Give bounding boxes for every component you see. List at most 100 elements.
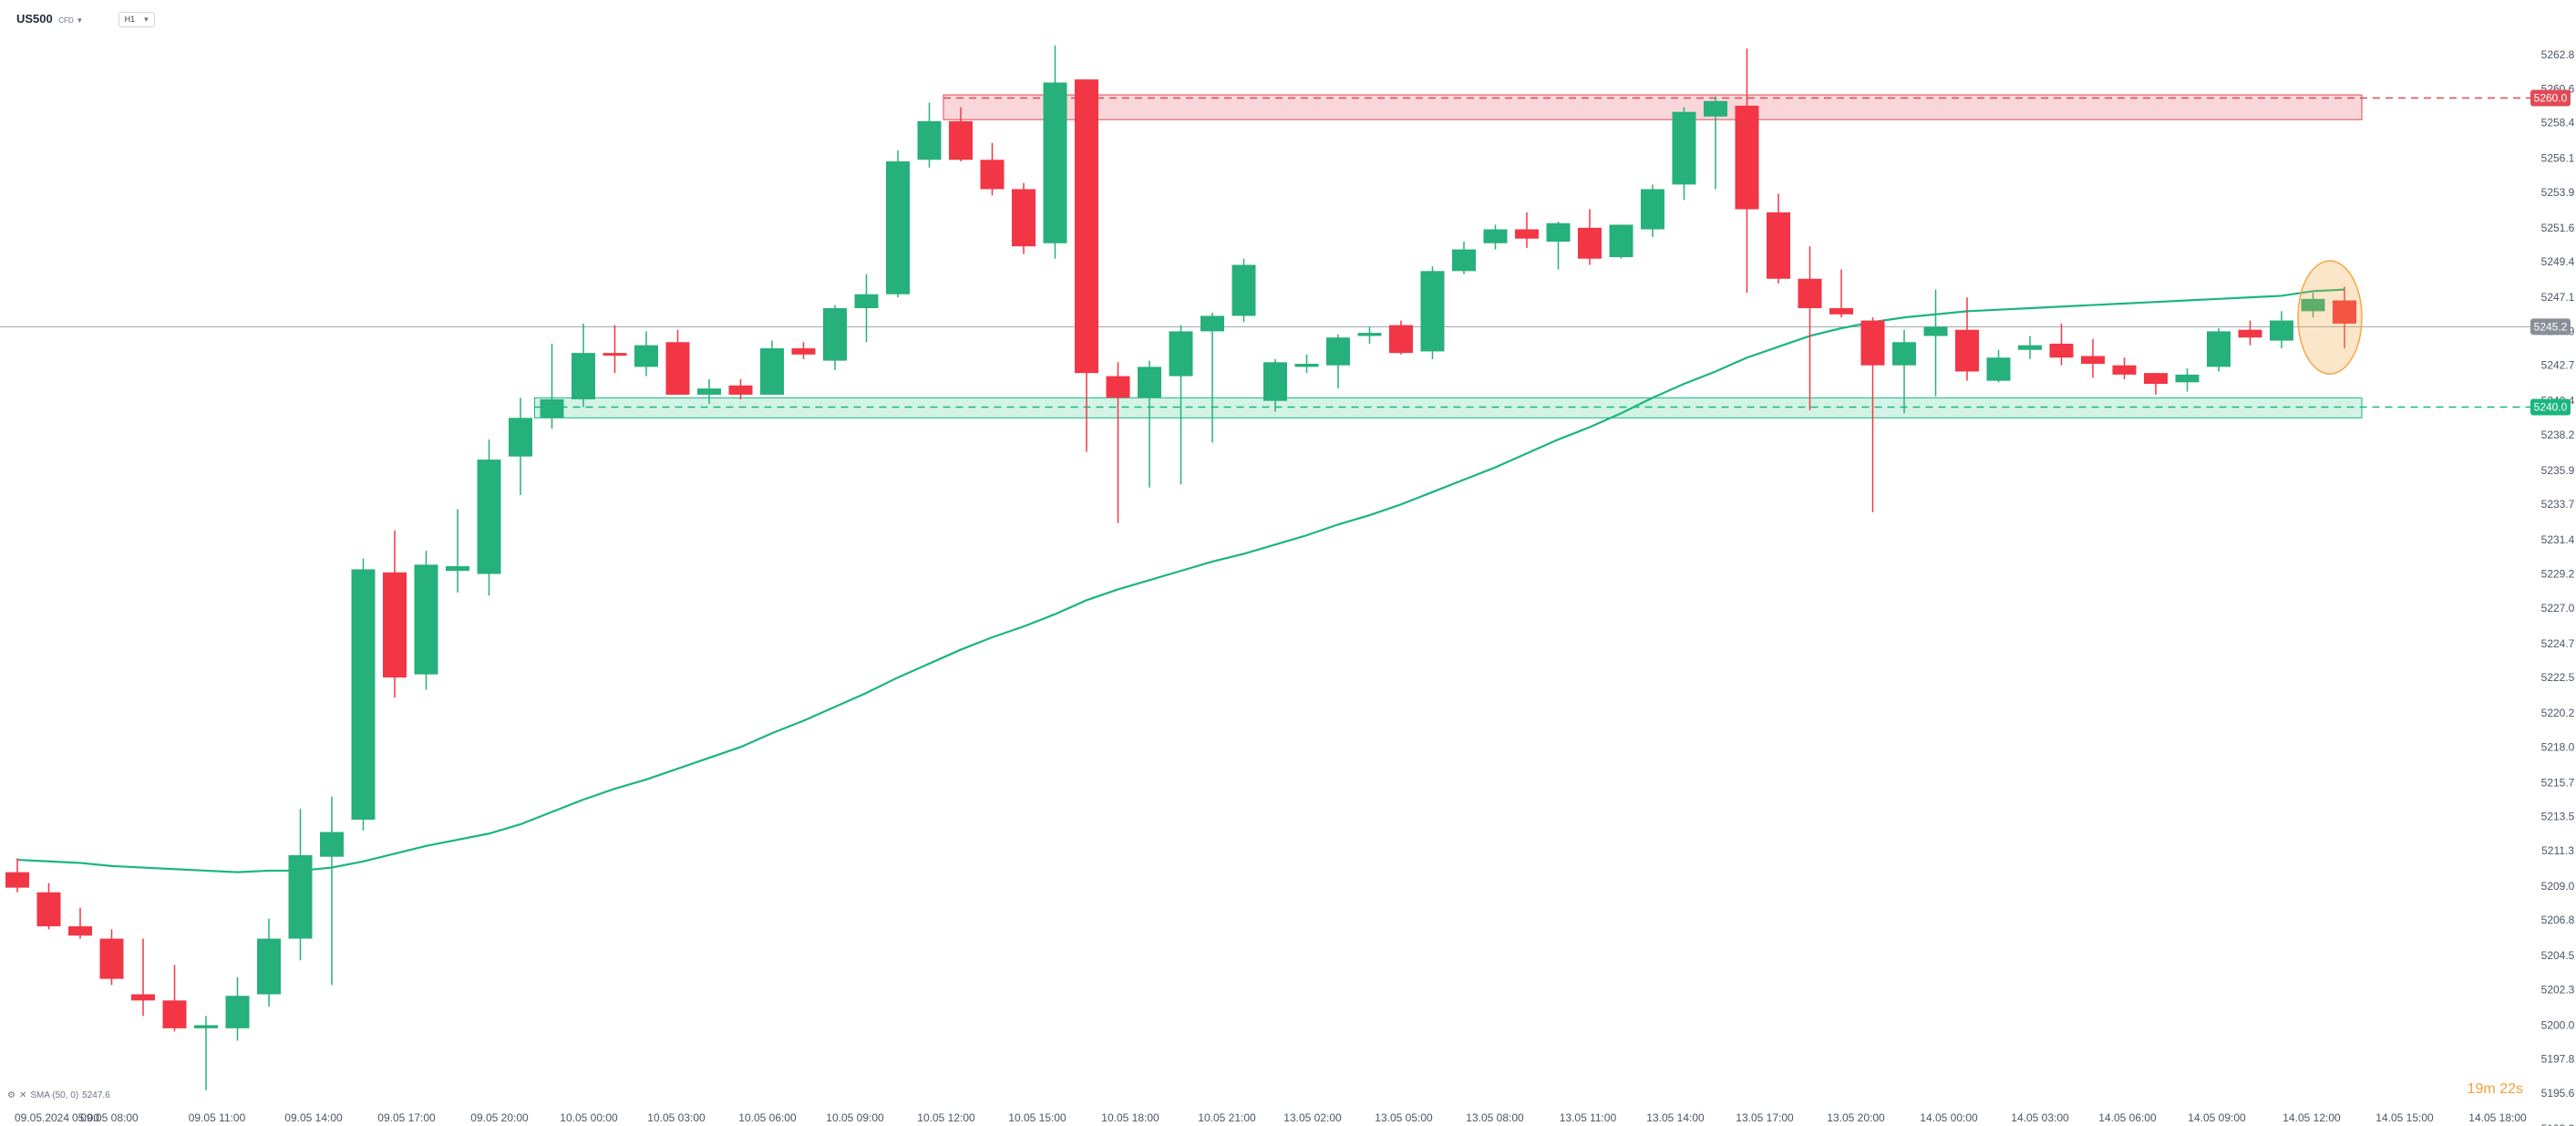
candle[interactable]	[1483, 224, 1508, 250]
symbol-selector[interactable]: US500 CFD ▾	[16, 11, 82, 27]
candle[interactable]	[68, 907, 92, 939]
resistance-zone	[943, 94, 2363, 120]
resistance-price-tag: 5260.0	[2534, 91, 2568, 104]
candle[interactable]	[257, 918, 281, 1007]
candle[interactable]	[36, 883, 61, 930]
candle[interactable]	[1106, 362, 1130, 523]
candle[interactable]	[980, 142, 1005, 196]
candle[interactable]	[1263, 358, 1287, 412]
candle[interactable]	[1767, 193, 1790, 284]
candle[interactable]	[2049, 323, 2074, 366]
candle[interactable]	[1420, 266, 1445, 359]
candle[interactable]	[1955, 297, 1979, 381]
candle[interactable]	[791, 342, 816, 359]
candle[interactable]	[383, 531, 407, 698]
candle[interactable]	[288, 809, 313, 961]
candle[interactable]	[1200, 313, 1224, 443]
candle[interactable]	[5, 858, 29, 893]
candle[interactable]	[949, 107, 973, 161]
candle[interactable]	[1892, 329, 1916, 414]
candle[interactable]	[1609, 224, 1633, 259]
candle[interactable]	[2301, 293, 2325, 318]
candle[interactable]	[1578, 209, 1602, 265]
candle[interactable]	[1735, 48, 1759, 294]
candle[interactable]	[162, 965, 187, 1032]
candle[interactable]	[697, 378, 721, 405]
candle[interactable]	[665, 329, 690, 395]
candle[interactable]	[1294, 354, 1319, 374]
candle[interactable]	[572, 323, 595, 408]
candle[interactable]	[194, 1016, 218, 1090]
x-tick-label: 13.05 20:00	[1827, 1111, 1885, 1124]
timeframe-label: H1	[124, 15, 136, 24]
candle[interactable]	[2018, 336, 2042, 359]
candle[interactable]	[634, 331, 658, 377]
candle-body	[2301, 298, 2325, 312]
candle-body	[728, 385, 753, 395]
candle[interactable]	[2207, 328, 2231, 372]
indicator-close-icon[interactable]: ✕	[18, 1090, 27, 1100]
candle[interactable]	[728, 378, 753, 399]
candle[interactable]	[1704, 96, 1727, 190]
candle[interactable]	[1043, 45, 1067, 259]
candle[interactable]	[2112, 357, 2137, 379]
candle[interactable]	[2333, 286, 2356, 349]
y-tick-label: 5204.5	[2541, 949, 2575, 962]
candles[interactable]	[5, 45, 2356, 1090]
candle[interactable]	[1798, 246, 1822, 410]
candle[interactable]	[225, 976, 250, 1041]
indicator-settings-icon[interactable]: ⚙	[7, 1090, 15, 1100]
candle[interactable]	[603, 325, 627, 374]
candle[interactable]	[2175, 368, 2200, 392]
candle[interactable]	[886, 150, 910, 298]
candle[interactable]	[1923, 289, 1948, 397]
candle[interactable]	[1860, 317, 1885, 512]
candle[interactable]	[1641, 184, 1664, 238]
candle-body	[1420, 271, 1445, 352]
candle-body	[1515, 229, 1539, 239]
candle[interactable]	[1075, 79, 1098, 452]
candle[interactable]	[1829, 269, 1853, 318]
candle[interactable]	[1357, 326, 1382, 344]
timeframe-dropdown[interactable]: H1 ▾	[118, 11, 155, 27]
candle[interactable]	[2144, 373, 2168, 395]
candle[interactable]	[414, 551, 438, 690]
candle[interactable]	[823, 305, 847, 370]
candle[interactable]	[2270, 311, 2293, 349]
candle-body	[2270, 320, 2293, 341]
candle[interactable]	[1452, 242, 1476, 274]
x-tick-label: 09.05 20:00	[470, 1111, 529, 1124]
candle[interactable]	[320, 796, 344, 986]
candle[interactable]	[2238, 320, 2262, 346]
candle[interactable]	[1169, 325, 1193, 485]
candle[interactable]	[2081, 338, 2105, 378]
candle[interactable]	[1986, 349, 2011, 383]
candle[interactable]	[1546, 222, 1571, 270]
y-tick-label: 5231.4	[2541, 533, 2575, 546]
y-tick-label: 5235.9	[2541, 464, 2575, 477]
candle-body	[2049, 343, 2074, 358]
candle[interactable]	[1138, 360, 1161, 488]
candle-body	[1326, 337, 1350, 366]
candle[interactable]	[1515, 212, 1539, 248]
y-tick-label: 5262.8	[2541, 48, 2575, 61]
candle[interactable]	[760, 340, 784, 395]
resistance-price-tag-bg	[2530, 89, 2571, 107]
candle[interactable]	[854, 274, 879, 343]
candle[interactable]	[1672, 107, 1696, 201]
candle[interactable]	[477, 439, 501, 596]
x-tick-label: 10.05 09:00	[826, 1111, 884, 1124]
candle[interactable]	[131, 938, 155, 1017]
candle[interactable]	[99, 929, 124, 986]
candle[interactable]	[917, 102, 942, 168]
candle[interactable]	[1231, 258, 1256, 323]
candle[interactable]	[1389, 320, 1413, 355]
candle[interactable]	[351, 558, 376, 831]
candle[interactable]	[1012, 182, 1036, 254]
candle[interactable]	[446, 509, 469, 593]
candle[interactable]	[1326, 334, 1350, 389]
candle-body	[603, 353, 627, 356]
candle[interactable]	[509, 398, 532, 496]
candle[interactable]	[540, 343, 564, 429]
